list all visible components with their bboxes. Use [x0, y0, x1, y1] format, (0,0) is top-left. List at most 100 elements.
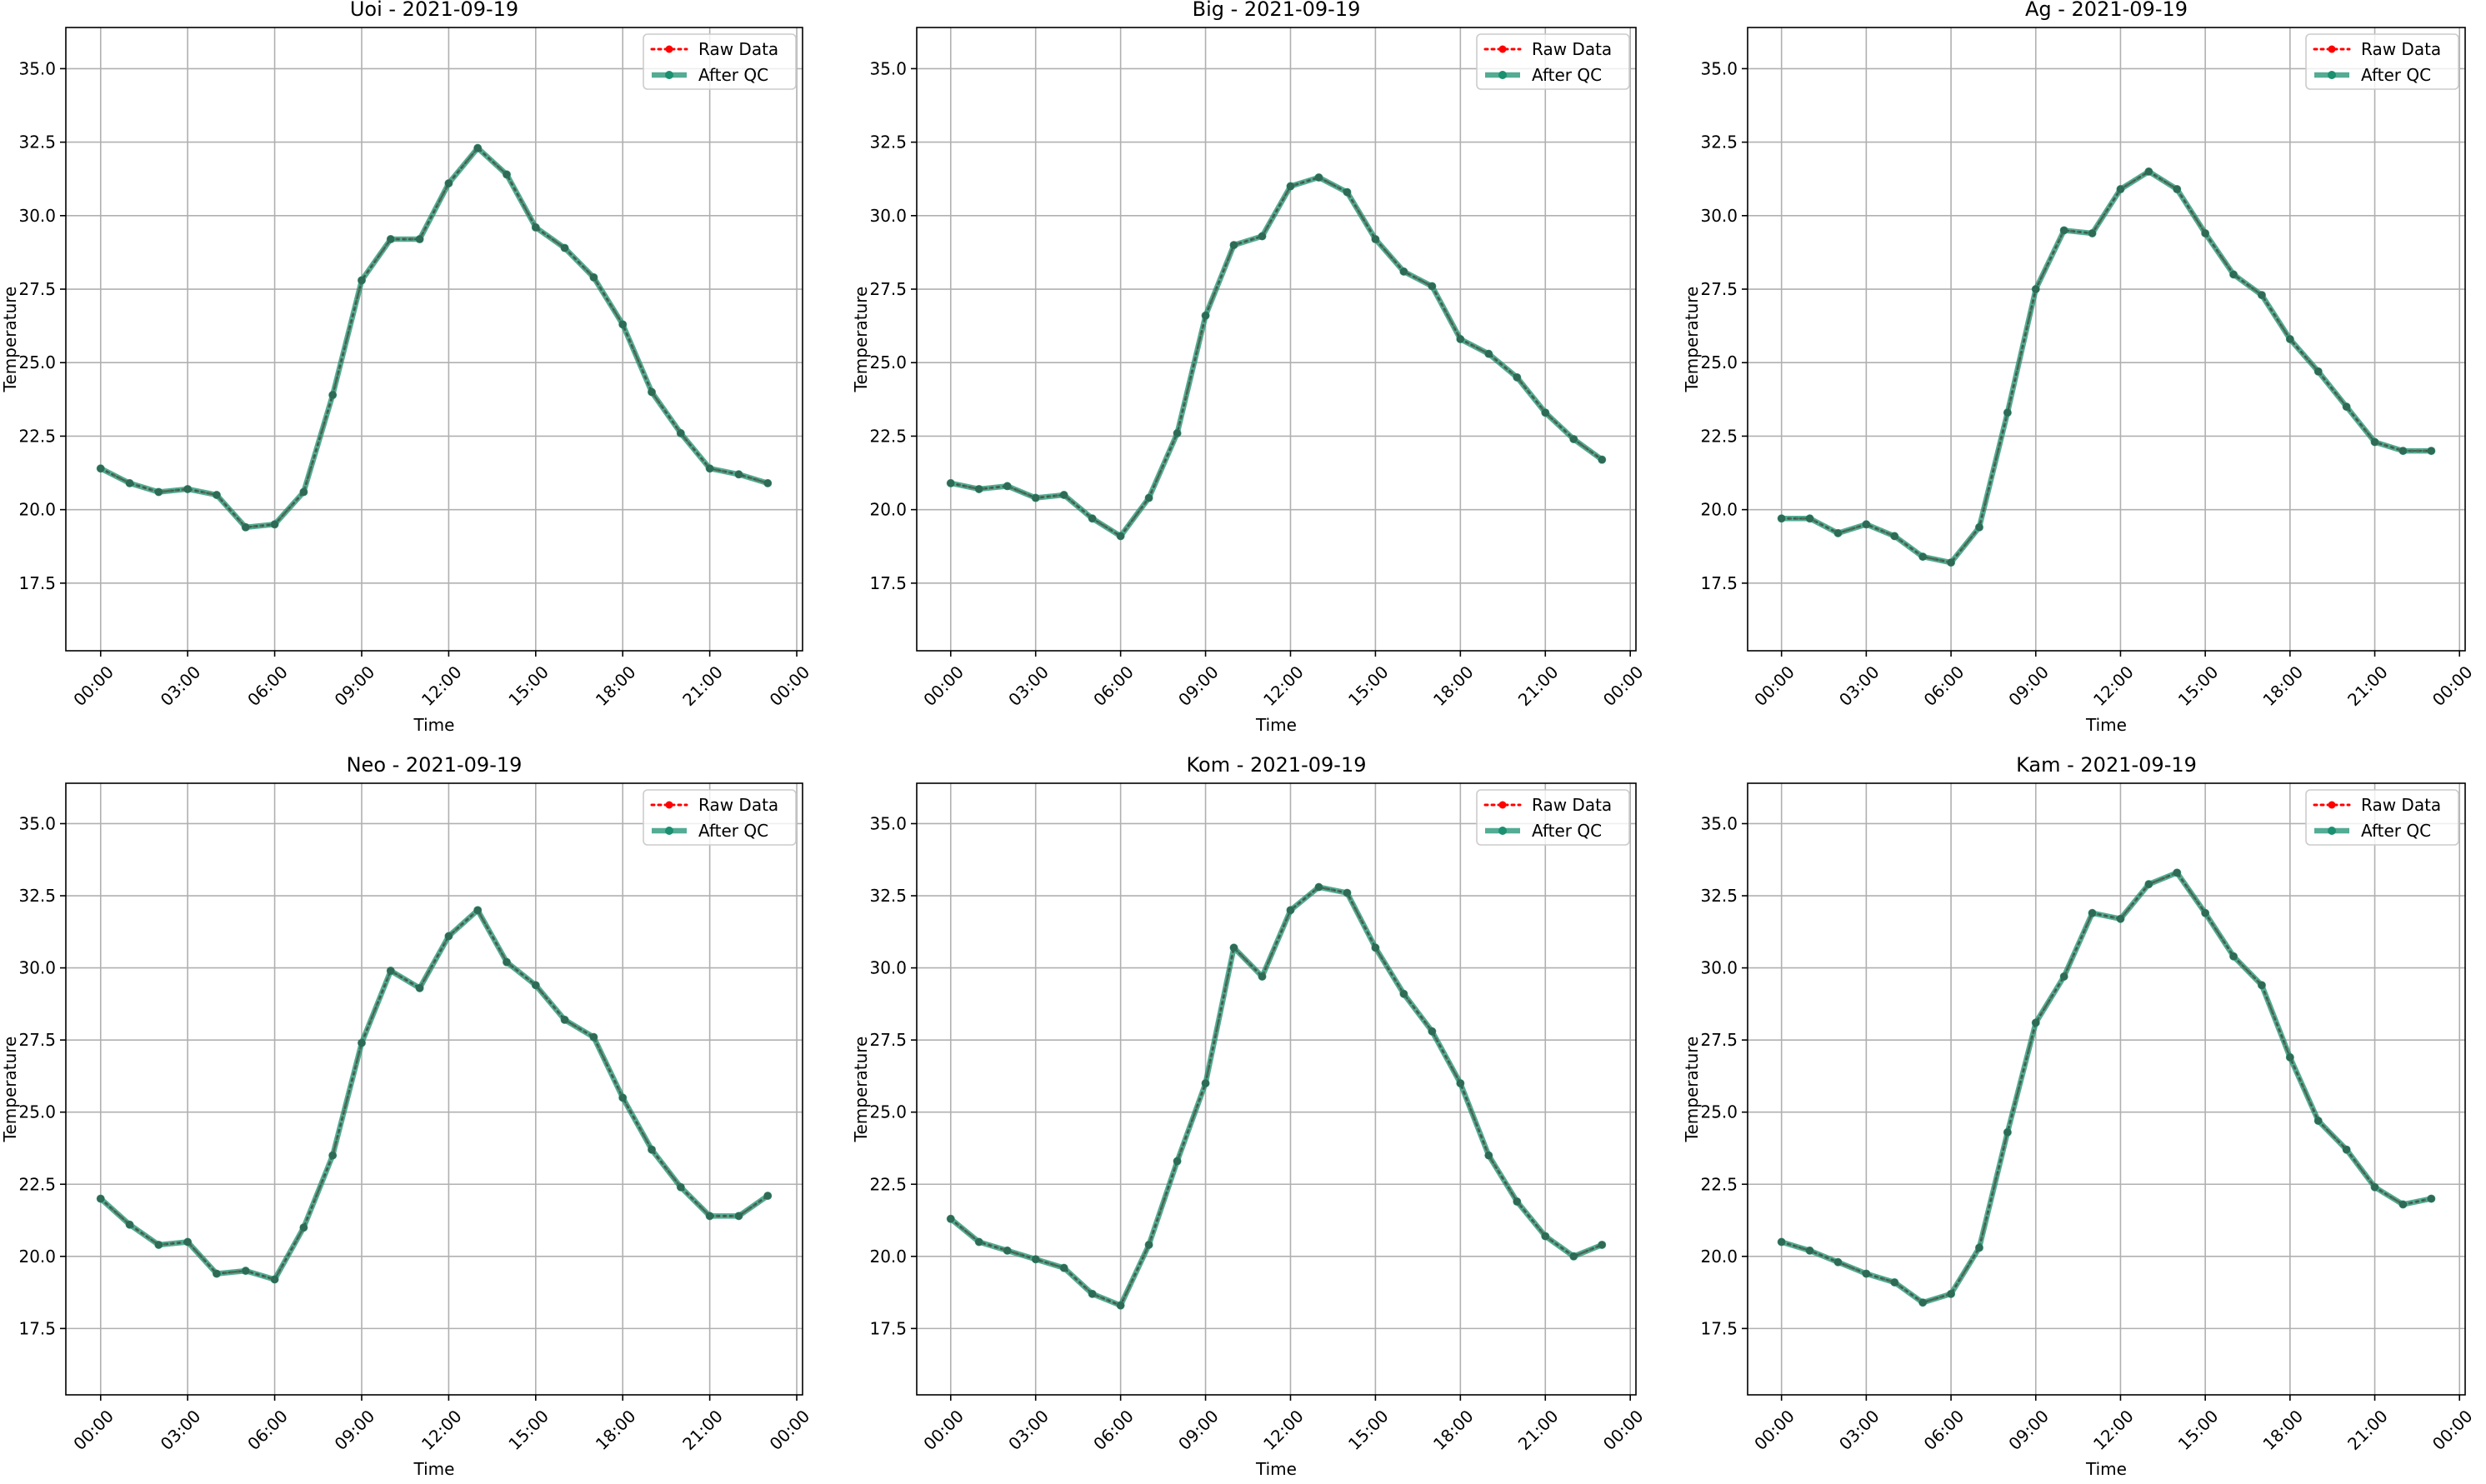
- overlap-point: [532, 223, 540, 232]
- overlap-point: [1371, 943, 1379, 952]
- overlap-point: [1513, 1197, 1521, 1206]
- y-tick-label: 27.5: [869, 279, 907, 299]
- axes-frame: [1747, 782, 2466, 1396]
- overlap-point: [503, 958, 511, 967]
- legend-marker: [1498, 827, 1507, 835]
- overlap-point: [1314, 173, 1323, 182]
- overlap-point: [2427, 447, 2435, 455]
- overlap-point: [242, 1267, 250, 1275]
- y-tick-label: 22.5: [869, 1174, 907, 1194]
- y-tick-label: 27.5: [1700, 1030, 1738, 1050]
- plot-area: [1748, 27, 2465, 651]
- overlap-point: [706, 1212, 714, 1220]
- y-tick-label: 35.0: [1700, 58, 1738, 78]
- legend-marker: [1498, 801, 1507, 809]
- overlap-point: [2144, 880, 2153, 888]
- overlap-point: [1428, 282, 1436, 290]
- y-tick-label: 20.0: [869, 500, 907, 520]
- overlap-point: [1286, 906, 1294, 914]
- overlap-point: [1569, 1252, 1578, 1261]
- overlap-point: [473, 906, 482, 914]
- overlap-point: [1918, 1298, 1927, 1307]
- y-tick-label: 20.0: [1700, 1247, 1738, 1267]
- y-tick-label: 17.5: [18, 1318, 56, 1338]
- x-tick-label: 18:00: [2258, 1406, 2307, 1454]
- x-tick-label: 06:00: [1089, 1406, 1138, 1454]
- overlap-dotted-line: [1781, 871, 2432, 1304]
- overlap-point: [1060, 1264, 1068, 1272]
- x-tick-label: 00:00: [69, 662, 118, 710]
- overlap-point: [2088, 909, 2097, 917]
- overlap-point: [1060, 491, 1068, 499]
- overlap-point: [1343, 188, 1351, 197]
- legend: Raw Data After QC: [2305, 789, 2459, 846]
- y-tick-label: 30.0: [1700, 206, 1738, 226]
- overlap-point: [2371, 1183, 2379, 1192]
- overlap-point: [589, 1033, 598, 1042]
- legend: Raw Data After QC: [1476, 33, 1630, 90]
- overlap-point: [2398, 447, 2407, 455]
- legend-label: Raw Data: [2361, 39, 2441, 59]
- y-tick-label: 30.0: [1700, 958, 1738, 978]
- overlap-point: [358, 276, 366, 284]
- y-axis-label: Temperature: [1682, 287, 1702, 393]
- y-tick-label: 17.5: [869, 573, 907, 593]
- overlap-point: [1806, 514, 1814, 522]
- legend-marker: [2328, 71, 2336, 79]
- x-tick-label: 09:00: [331, 1406, 379, 1454]
- x-axis-label: Time: [1255, 715, 1297, 735]
- x-tick-label: 12:00: [2089, 662, 2138, 710]
- x-tick-label: 18:00: [2258, 662, 2307, 710]
- overlap-point: [734, 470, 743, 478]
- legend: Raw Data After QC: [643, 789, 797, 846]
- plot-area: [917, 783, 1636, 1395]
- plot-area: [66, 27, 803, 651]
- overlap-point: [1862, 520, 1870, 528]
- overlap-point: [1456, 335, 1464, 343]
- overlap-point: [1173, 1157, 1182, 1166]
- overlap-point: [1513, 373, 1521, 382]
- overlap-point: [242, 523, 250, 532]
- overlap-point: [2173, 868, 2181, 877]
- overlap-point: [1399, 990, 1408, 998]
- overlap-point: [1202, 312, 1210, 320]
- overlap-point: [97, 464, 105, 472]
- y-tick-label: 25.0: [869, 352, 907, 372]
- y-tick-label: 32.5: [869, 886, 907, 906]
- overlap-point: [1862, 1270, 1870, 1278]
- overlap-point: [2201, 909, 2209, 917]
- overlap-point: [2173, 185, 2181, 193]
- x-tick-label: 18:00: [592, 662, 640, 710]
- y-tick-label: 32.5: [18, 132, 56, 152]
- x-tick-label: 03:00: [1835, 1406, 1883, 1454]
- overlap-point: [947, 479, 955, 487]
- overlap-point: [271, 1276, 279, 1284]
- x-tick-label: 03:00: [157, 662, 205, 710]
- overlap-point: [677, 429, 685, 437]
- chart-panel-1: 00:00 03:00 06:00 09:00 12:00 15:00 18:00 21:00…: [851, 0, 1647, 735]
- legend-marker: [2328, 801, 2336, 809]
- x-tick-label: 03:00: [1835, 662, 1883, 710]
- x-tick-label: 06:00: [243, 662, 292, 710]
- legend-marker: [665, 801, 673, 809]
- overlap-point: [2286, 335, 2294, 343]
- overlap-point: [618, 320, 627, 328]
- y-tick-label: 27.5: [18, 279, 56, 299]
- y-tick-label: 22.5: [1700, 426, 1738, 446]
- overlap-point: [126, 1221, 134, 1229]
- overlap-point: [947, 1215, 955, 1223]
- x-tick-label: 00:00: [2428, 1406, 2477, 1454]
- chart-title: Ag - 2021-09-19: [2025, 0, 2188, 21]
- y-tick-label: 32.5: [869, 132, 907, 152]
- x-tick-label: 06:00: [1920, 1406, 1968, 1454]
- y-tick-label: 22.5: [1700, 1174, 1738, 1194]
- axes-frame: [65, 27, 803, 652]
- overlap-point: [589, 273, 598, 282]
- legend-label: After QC: [1532, 821, 1602, 841]
- overlap-point: [1975, 1243, 1983, 1252]
- x-tick-label: 00:00: [1599, 1406, 1648, 1454]
- overlap-point: [975, 1238, 983, 1246]
- overlap-point: [1806, 1247, 1814, 1255]
- x-tick-label: 00:00: [919, 662, 968, 710]
- y-tick-label: 35.0: [1700, 813, 1738, 833]
